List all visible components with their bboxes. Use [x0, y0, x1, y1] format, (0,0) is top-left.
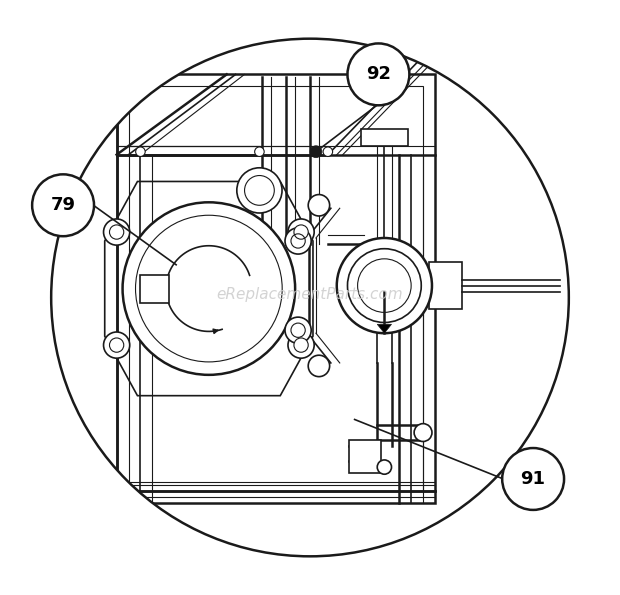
Circle shape [288, 332, 314, 358]
Text: eReplacementParts.com: eReplacementParts.com [216, 287, 404, 302]
Circle shape [255, 147, 264, 156]
Circle shape [288, 219, 314, 245]
Text: 79: 79 [51, 196, 76, 214]
Circle shape [414, 424, 432, 441]
Circle shape [237, 168, 282, 213]
Circle shape [294, 225, 308, 239]
Circle shape [347, 43, 409, 105]
Bar [361, 129, 408, 146]
Bar [117, 74, 435, 503]
Circle shape [337, 238, 432, 333]
Circle shape [104, 219, 130, 245]
Circle shape [110, 338, 124, 352]
Circle shape [308, 355, 330, 377]
Circle shape [51, 39, 569, 556]
Circle shape [308, 195, 330, 216]
Circle shape [123, 202, 295, 375]
Circle shape [285, 228, 311, 254]
Bar [429, 262, 462, 309]
Circle shape [323, 147, 332, 156]
Bar [348, 440, 381, 473]
Text: 92: 92 [366, 65, 391, 83]
Circle shape [347, 249, 421, 322]
Circle shape [136, 147, 145, 156]
Bar [128, 86, 423, 491]
Circle shape [285, 317, 311, 343]
Polygon shape [377, 324, 391, 333]
Text: 91: 91 [521, 470, 546, 488]
Circle shape [110, 225, 124, 239]
Bar [140, 275, 169, 303]
Circle shape [294, 338, 308, 352]
Circle shape [377, 460, 391, 474]
Circle shape [310, 146, 322, 158]
Circle shape [502, 448, 564, 510]
Circle shape [32, 174, 94, 236]
Circle shape [104, 332, 130, 358]
